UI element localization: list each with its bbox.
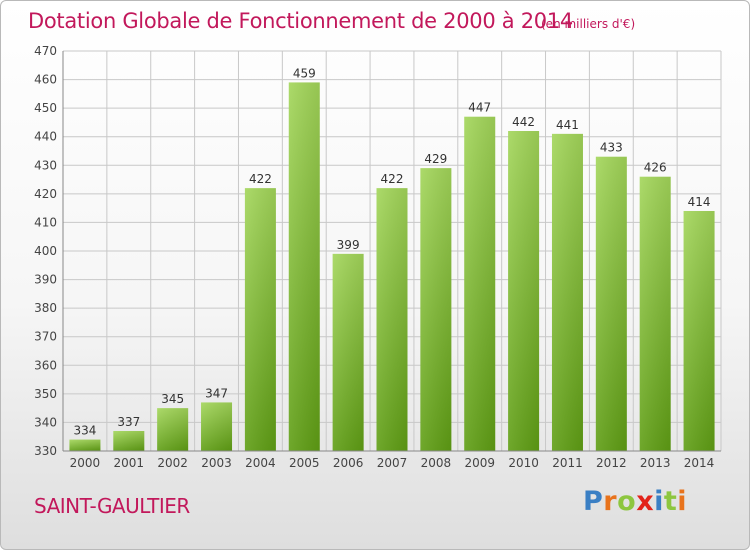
data-label: 399 — [337, 238, 360, 252]
axes — [62, 51, 721, 452]
data-label: 442 — [512, 115, 535, 129]
data-label: 347 — [205, 386, 228, 400]
bar-shading — [551, 133, 583, 451]
logo-letter: P — [583, 486, 604, 517]
place-name: SAINT-GAULTIER — [34, 494, 190, 518]
y-tick-label: 470 — [34, 44, 57, 58]
data-label: 422 — [249, 172, 272, 186]
y-tick-label: 430 — [34, 158, 57, 172]
x-tick-label: 2000 — [70, 456, 101, 470]
x-tick-label: 2009 — [464, 456, 495, 470]
y-tick-label: 400 — [34, 244, 57, 258]
data-label: 345 — [161, 392, 184, 406]
logo-letter: i — [677, 486, 688, 517]
proxiti-logo: Proxiti — [583, 486, 687, 517]
y-tick-label: 450 — [34, 101, 57, 115]
x-tick-label: 2003 — [201, 456, 232, 470]
data-label: 426 — [644, 161, 667, 175]
data-label: 447 — [468, 101, 491, 115]
logo-letter: r — [603, 486, 618, 517]
logo-letter: x — [636, 486, 655, 517]
logo-letter: i — [654, 486, 664, 517]
bar-shading — [157, 408, 189, 451]
logo-letter: o — [617, 486, 637, 517]
y-tick-label: 380 — [34, 301, 57, 315]
data-label: 429 — [424, 152, 447, 166]
y-tick-label: 370 — [34, 330, 57, 344]
x-tick-label: 2014 — [684, 456, 715, 470]
x-tick-label: 2013 — [640, 456, 671, 470]
y-tick-label: 460 — [34, 73, 57, 87]
labels: 330 340 350 360 370 380 390 400 410 420 430 440 450 4… — [34, 44, 714, 470]
bar-shading — [201, 402, 233, 451]
bar-shading — [288, 82, 320, 451]
data-label: 459 — [293, 66, 316, 80]
data-label: 433 — [600, 141, 623, 155]
x-tick-label: 2002 — [157, 456, 188, 470]
bar-shading — [244, 188, 276, 451]
data-label: 337 — [117, 415, 140, 429]
x-tick-label: 2008 — [421, 456, 452, 470]
y-tick-label: 410 — [34, 215, 57, 229]
bar-shading — [464, 116, 496, 451]
data-label: 422 — [381, 172, 404, 186]
bar-shading — [683, 211, 715, 451]
x-tick-label: 2012 — [596, 456, 627, 470]
bar-shading — [376, 188, 408, 451]
data-label: 334 — [73, 424, 96, 438]
bar-shading — [420, 168, 452, 451]
y-tick-label: 420 — [34, 187, 57, 201]
chart-title: Dotation Globale de Fonctionnement de 20… — [28, 9, 573, 33]
data-label: 441 — [556, 118, 579, 132]
y-tick-label: 330 — [34, 444, 57, 458]
bar-shading — [332, 253, 364, 451]
x-tick-label: 2004 — [245, 456, 276, 470]
x-tick-label: 2007 — [377, 456, 408, 470]
x-tick-label: 2011 — [552, 456, 583, 470]
bar-shading — [69, 439, 101, 451]
bar-shading — [595, 156, 627, 451]
bar-shading — [639, 176, 671, 451]
y-tick-label: 440 — [34, 130, 57, 144]
bars — [69, 82, 715, 451]
y-tick-label: 350 — [34, 387, 57, 401]
bar-shading — [508, 131, 540, 451]
bar-shading — [113, 431, 145, 451]
x-tick-label: 2005 — [289, 456, 320, 470]
data-label: 414 — [688, 195, 711, 209]
x-tick-label: 2010 — [508, 456, 539, 470]
logo-letter: t — [663, 486, 678, 517]
y-tick-label: 360 — [34, 358, 57, 372]
x-tick-label: 2006 — [333, 456, 364, 470]
y-tick-label: 340 — [34, 415, 57, 429]
x-tick-label: 2001 — [114, 456, 145, 470]
y-tick-label: 390 — [34, 273, 57, 287]
chart-unit-note: (en milliers d'€) — [541, 17, 636, 31]
